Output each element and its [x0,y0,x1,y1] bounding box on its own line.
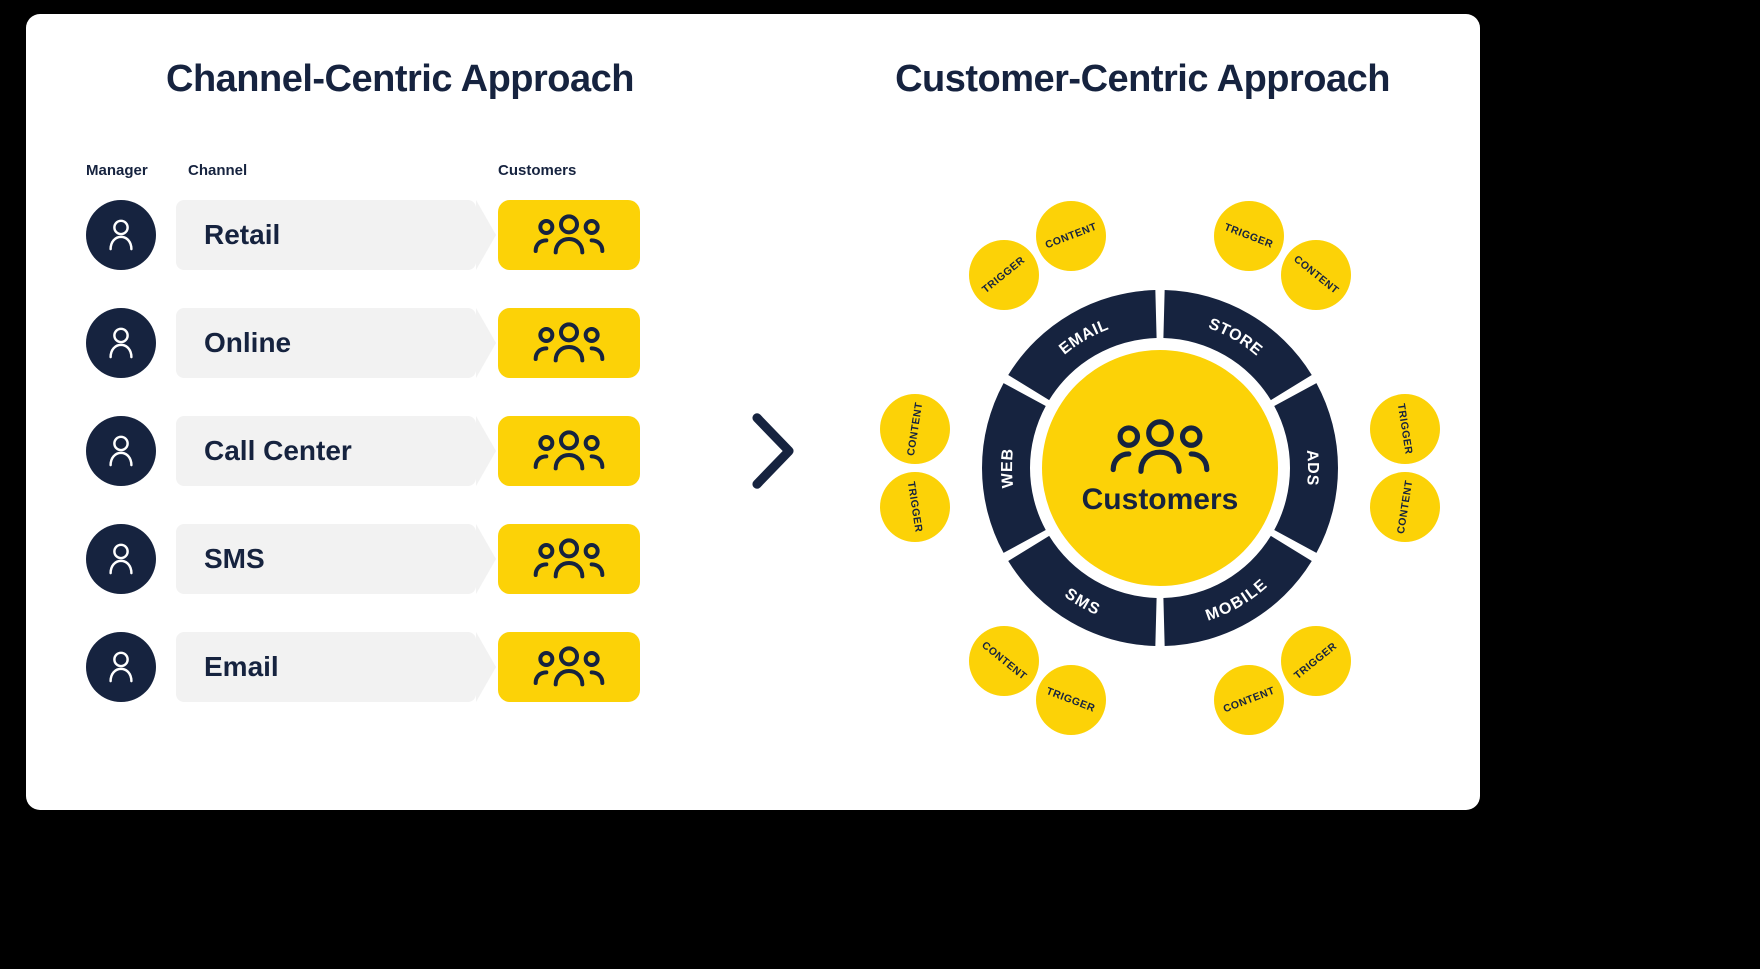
channel-label: Retail [176,200,476,270]
left-title: Channel-Centric Approach [166,58,634,101]
center-label: Customers [1082,483,1239,517]
channel-row: Retail [86,194,686,274]
customers-icon [498,308,640,378]
customers-icon [498,200,640,270]
manager-icon [86,308,156,378]
segment-label: ADS [1303,449,1321,487]
content-node: CONTENT [1370,472,1440,542]
header-customers: Customers [498,162,576,179]
channel-row: Online [86,302,686,382]
ring-segment [1274,383,1338,553]
customers-icon [498,524,640,594]
segment-label: WEB [999,447,1017,488]
trigger-node: TRIGGER [1370,394,1440,464]
content-node: CONTENT [969,626,1039,696]
chevron-right-icon [728,406,818,496]
channel-label: Email [176,632,476,702]
manager-icon [86,524,156,594]
trigger-node: TRIGGER [880,472,950,542]
content-node: CONTENT [880,394,950,464]
channel-rows: Retail Online [86,194,686,734]
channel-label: Call Center [176,416,476,486]
trigger-node: TRIGGER [1036,665,1106,735]
channel-row: Email [86,626,686,706]
trigger-node: TRIGGER [1281,626,1351,696]
channel-row: Call Center [86,410,686,490]
manager-icon [86,200,156,270]
page: Channel-Centric Approach Manager Channel… [0,0,1760,969]
trigger-node: TRIGGER [1214,201,1284,271]
segment-label: STORE [1206,316,1266,360]
content-node: CONTENT [1214,665,1284,735]
customers-icon [498,416,640,486]
channel-row: SMS [86,518,686,598]
ring-segment [982,383,1046,553]
trigger-node: TRIGGER [969,240,1039,310]
content-card: Channel-Centric Approach Manager Channel… [26,14,1480,810]
right-title: Customer-Centric Approach [895,58,1390,101]
customers-icon [498,632,640,702]
channel-label: Online [176,308,476,378]
header-channel: Channel [188,162,247,179]
channel-label: SMS [176,524,476,594]
customer-centric-panel: Customer-Centric Approach WEB EMAIL STORE A… [840,14,1480,810]
manager-icon [86,632,156,702]
segment-label: MOBILE [1203,576,1271,625]
radial-diagram: WEBEMAILSTOREADSMOBILESMS Custome [890,148,1430,788]
content-node: CONTENT [1036,201,1106,271]
content-node: CONTENT [1281,240,1351,310]
people-icon [1108,419,1212,475]
segment-label: SMS [1062,585,1103,619]
manager-icon [86,416,156,486]
channel-centric-panel: Channel-Centric Approach Manager Channel… [26,14,726,810]
segment-label: EMAIL [1056,317,1111,359]
customers-center: Customers [1042,350,1278,586]
header-manager: Manager [86,162,148,179]
